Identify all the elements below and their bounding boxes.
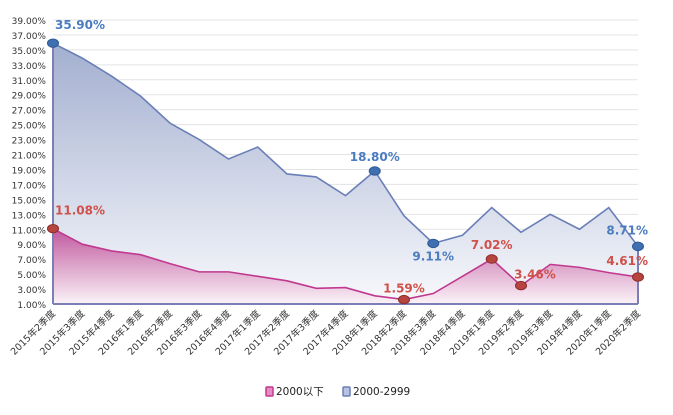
data-point-marker xyxy=(368,166,381,176)
y-tick-label: 17.00% xyxy=(12,181,47,191)
data-label: 35.90% xyxy=(55,18,105,32)
data-point-marker xyxy=(47,38,59,48)
data-point-marker xyxy=(427,238,440,249)
y-tick-label: 7.00% xyxy=(17,256,46,266)
y-tick-label: 9.00% xyxy=(17,241,46,251)
data-label: 18.80% xyxy=(350,150,400,164)
legend-swatch xyxy=(342,386,351,397)
y-tick-label: 27.00% xyxy=(12,107,47,117)
y-tick-label: 19.00% xyxy=(12,166,47,176)
y-tick-label: 29.00% xyxy=(12,92,47,102)
y-tick-label: 13.00% xyxy=(12,211,47,221)
line-2000以下 xyxy=(52,227,639,301)
y-tick-label: 21.00% xyxy=(12,152,47,162)
legend-item: 2000以下 xyxy=(276,386,324,398)
data-point-marker xyxy=(632,241,644,252)
y-tick-label: 11.00% xyxy=(12,226,47,236)
y-tick-label: 23.00% xyxy=(12,137,47,147)
y-tick-label: 25.00% xyxy=(12,122,47,132)
legend-item: 2000-2999 xyxy=(353,386,410,398)
area-2000以下 xyxy=(53,228,638,304)
data-point-marker xyxy=(515,280,527,291)
data-point-marker xyxy=(398,294,410,305)
y-tick-label: 35.00% xyxy=(12,47,47,57)
y-tick-label: 3.00% xyxy=(17,286,46,296)
y-tick-label: 31.00% xyxy=(12,77,47,87)
y-tick-label: 15.00% xyxy=(12,196,47,206)
data-label: 11.08% xyxy=(55,204,105,218)
data-label: 9.11% xyxy=(412,249,454,263)
y-tick-label: 33.00% xyxy=(12,62,47,72)
data-label: 3.46% xyxy=(514,268,556,282)
data-label: 1.59% xyxy=(383,282,425,296)
data-point-marker xyxy=(485,254,498,264)
line-2000-2999 xyxy=(52,42,639,247)
y-tick-label: 1.00% xyxy=(17,301,46,311)
data-label: 4.61% xyxy=(606,254,648,268)
area-2000-2999 xyxy=(53,43,638,304)
data-point-marker xyxy=(47,223,59,234)
data-point-marker xyxy=(632,272,644,282)
legend-swatch xyxy=(265,386,274,397)
y-tick-label: 5.00% xyxy=(17,271,46,281)
y-tick-label: 37.00% xyxy=(12,32,47,42)
data-label: 7.02% xyxy=(471,238,513,252)
y-tick-label: 39.00% xyxy=(12,17,47,27)
data-label: 8.71% xyxy=(606,223,648,237)
